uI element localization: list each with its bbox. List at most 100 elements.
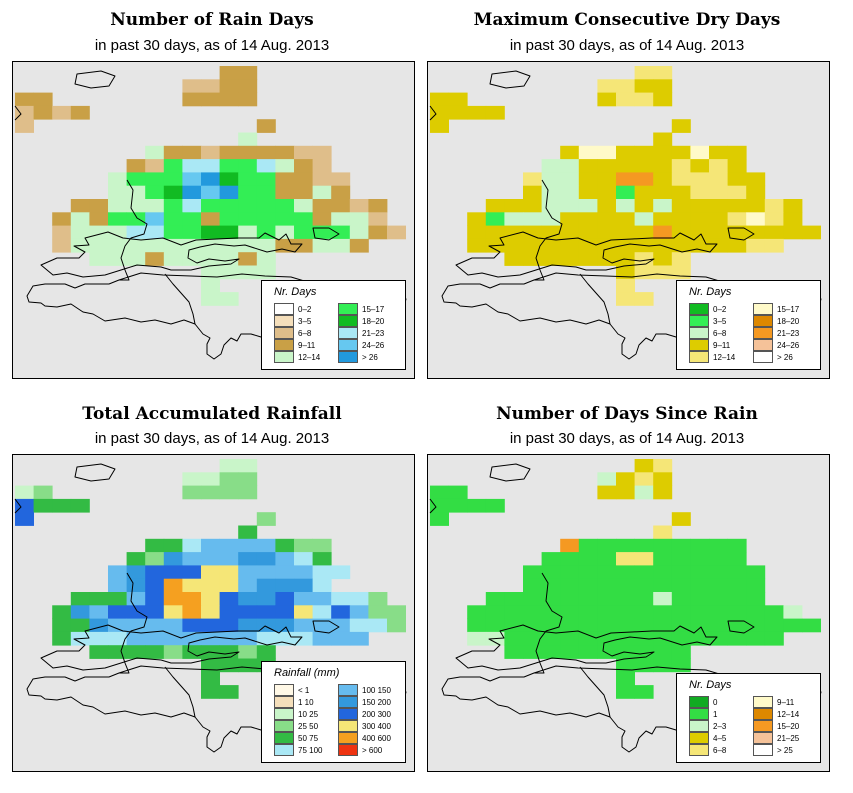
grid-cell: [467, 498, 487, 513]
grid-cell: [108, 605, 127, 619]
grid-cell: [108, 172, 127, 187]
grid-cell: [616, 92, 635, 107]
grid-cell: [219, 565, 239, 580]
grid-cell: [126, 578, 146, 593]
grid-cell: [275, 578, 295, 593]
grid-cell: [727, 538, 747, 553]
grid-cell: [33, 485, 53, 500]
grid-cell: [275, 565, 295, 580]
grid-cell: [349, 238, 369, 253]
grid-cell: [238, 658, 258, 673]
grid-cell: [331, 185, 351, 200]
grid-cell: [15, 512, 34, 526]
grid-cell: [541, 185, 561, 200]
grid-cell: [182, 538, 202, 553]
grid-cell: [634, 185, 654, 200]
coastline: [534, 572, 563, 674]
grid-cell: [560, 185, 580, 200]
grid-cell: [294, 199, 313, 213]
legend-swatch: [274, 708, 294, 720]
legend-swatch: [689, 696, 709, 708]
grid-cell: [578, 172, 598, 187]
legend-label: 12–14: [298, 352, 321, 362]
grid-cell: [219, 578, 239, 593]
grid-cell: [312, 538, 332, 553]
grid-cell: [653, 199, 673, 213]
grid-cell: [560, 631, 580, 646]
grid-cell: [108, 578, 127, 593]
grid-cell: [312, 185, 332, 200]
grid-cell: [201, 92, 220, 107]
coastline: [534, 179, 563, 281]
legend-label: < 1: [298, 685, 310, 695]
grid-cell: [182, 238, 202, 253]
legend-item: 0: [689, 696, 726, 708]
grid-cell: [746, 605, 766, 619]
grid-cell: [108, 631, 127, 646]
grid-cell: [671, 565, 691, 580]
grid-cell: [578, 592, 598, 606]
grid-cell: [331, 238, 351, 253]
grid-cell: [671, 238, 691, 253]
grid-cell: [33, 498, 53, 513]
grid-cell: [89, 252, 109, 266]
grid-cell: [201, 225, 220, 240]
grid-cell: [182, 212, 202, 226]
grid-cell: [126, 225, 146, 240]
grid-cell: [294, 605, 313, 619]
grid-cell: [182, 225, 202, 240]
grid-cell: [182, 485, 202, 500]
grid-cell: [578, 565, 598, 580]
grid-cell: [560, 592, 580, 606]
grid-cell: [219, 265, 239, 280]
grid-cell: [523, 212, 542, 226]
legend-label: 3–5: [713, 316, 727, 326]
grid-cell: [597, 185, 617, 200]
grid-cell: [764, 618, 784, 633]
grid-cell: [671, 199, 691, 213]
grid-cell: [145, 199, 165, 213]
grid-cell: [727, 565, 747, 580]
grid-cell: [238, 578, 258, 593]
grid-cell: [597, 238, 617, 253]
grid-cell: [294, 238, 313, 253]
legend-swatch: [274, 327, 294, 339]
legend-swatch: [274, 732, 294, 744]
grid-cell: [671, 645, 691, 659]
grid-cell: [653, 645, 673, 659]
legend-label: 400 600: [362, 733, 391, 743]
grid-cell: [597, 145, 617, 160]
grid-cell: [219, 459, 239, 473]
legend-item: 9–11: [689, 339, 735, 351]
grid-cell: [653, 265, 673, 280]
grid-cell: [89, 605, 109, 619]
legend-swatch: [689, 744, 709, 756]
grid-cell: [727, 159, 747, 173]
legend-swatch: [753, 708, 773, 720]
grid-cell: [430, 498, 449, 513]
grid-cell: [275, 605, 295, 619]
grid-cell: [126, 199, 146, 213]
legend-title: Nr. Days: [689, 286, 732, 298]
grid-cell: [430, 485, 449, 500]
grid-cell: [746, 631, 766, 646]
grid-cell: [616, 145, 635, 160]
legend-item: 21–23: [753, 327, 799, 339]
grid-cell: [764, 238, 784, 253]
grid-cell: [616, 565, 635, 580]
legend-item: 9–11: [274, 339, 320, 351]
grid-cell: [541, 552, 561, 566]
grid-cell: [504, 252, 524, 266]
grid-cell: [485, 605, 505, 619]
grid-cell: [256, 265, 276, 280]
grid-cell: [201, 485, 220, 500]
grid-cell: [597, 472, 617, 486]
grid-cell: [163, 618, 183, 633]
grid-cell: [746, 185, 766, 200]
grid-cell: [541, 578, 561, 593]
grid-cell: [690, 159, 710, 173]
grid-cell: [485, 498, 505, 513]
grid-cell: [312, 145, 332, 160]
grid-cell: [349, 212, 369, 226]
grid-cell: [578, 605, 598, 619]
